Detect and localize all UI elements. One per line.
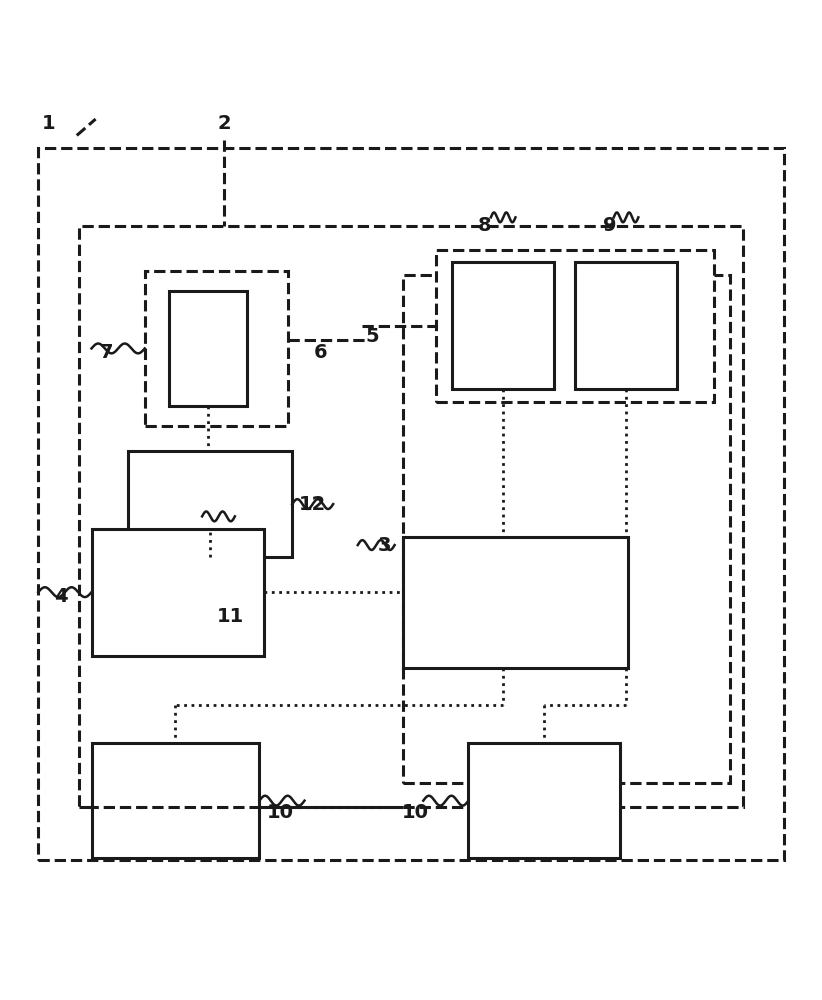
Text: 5: 5 — [366, 327, 379, 346]
Text: 9: 9 — [603, 216, 616, 235]
Text: 11: 11 — [217, 607, 244, 626]
Bar — [452, 262, 554, 389]
Text: 4: 4 — [54, 587, 68, 606]
Bar — [436, 250, 714, 402]
Bar — [469, 743, 620, 858]
Text: 1: 1 — [42, 114, 56, 133]
Bar — [575, 262, 677, 389]
Text: 12: 12 — [299, 495, 326, 514]
Text: 10: 10 — [402, 803, 428, 822]
Bar — [91, 529, 264, 656]
Bar — [79, 226, 743, 807]
Text: 2: 2 — [217, 114, 231, 133]
Text: 3: 3 — [378, 536, 391, 555]
Text: 6: 6 — [314, 343, 328, 362]
Bar — [91, 743, 260, 858]
Bar — [39, 148, 783, 860]
Text: 7: 7 — [99, 343, 113, 362]
Bar — [169, 291, 247, 406]
Text: 10: 10 — [266, 803, 293, 822]
Text: 8: 8 — [478, 216, 492, 235]
Bar — [145, 271, 289, 426]
Bar — [403, 275, 731, 783]
Bar — [128, 451, 292, 557]
Bar — [403, 537, 628, 668]
